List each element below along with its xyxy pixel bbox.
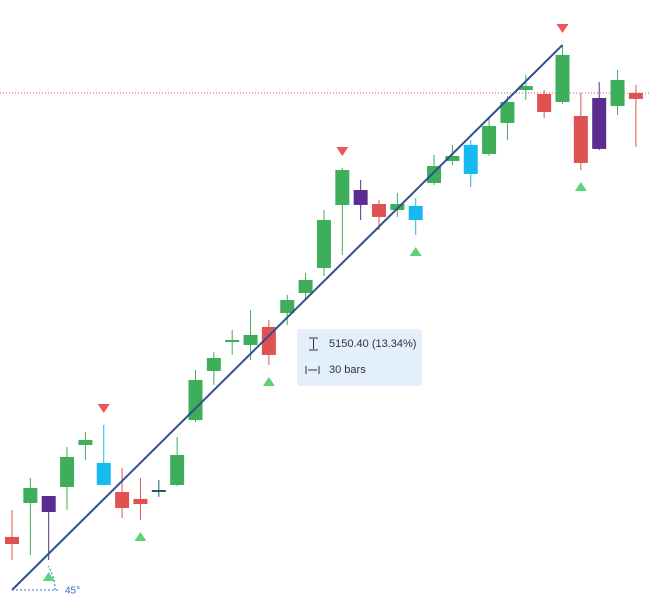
candle-body xyxy=(41,496,56,512)
candle-body xyxy=(592,98,607,149)
candle-body xyxy=(78,440,93,445)
candle-body xyxy=(628,92,643,99)
candle-body xyxy=(390,204,405,210)
signal-up xyxy=(262,376,275,386)
candle-body xyxy=(188,380,203,420)
candle-body xyxy=(151,490,166,492)
candle-body xyxy=(518,86,533,90)
candle-body xyxy=(408,206,423,220)
angle-arc xyxy=(47,565,56,591)
candle-body xyxy=(243,334,258,345)
candle-body xyxy=(500,102,515,123)
signal-up xyxy=(574,182,587,191)
candle-body xyxy=(170,454,185,485)
height-icon xyxy=(309,337,318,351)
candle-body xyxy=(280,300,295,313)
candle-body xyxy=(115,492,130,508)
candle-body xyxy=(573,116,588,163)
candle-body xyxy=(463,144,478,174)
candle-body xyxy=(5,536,19,544)
candle-body xyxy=(335,170,350,205)
bars-icon xyxy=(305,366,320,374)
signal-down xyxy=(556,23,569,33)
signal-up xyxy=(134,532,147,541)
candle-body xyxy=(60,456,75,487)
signal-up xyxy=(409,246,422,256)
candle-body xyxy=(316,220,331,268)
candle-body xyxy=(96,462,111,485)
candle-body xyxy=(206,358,221,371)
signal-up xyxy=(42,572,55,581)
candle-body xyxy=(133,498,148,504)
candle-body xyxy=(427,166,442,183)
candle-body xyxy=(610,80,625,106)
candle-body xyxy=(445,156,460,161)
measure-bars: 30 bars xyxy=(329,364,366,376)
signal-down xyxy=(336,147,349,156)
candle-body xyxy=(23,488,38,503)
candle-body xyxy=(225,340,240,342)
candle-body xyxy=(555,54,570,102)
angle-label: 45° xyxy=(65,586,80,597)
candle-body xyxy=(261,326,276,355)
candle-body xyxy=(537,94,552,112)
candle-body xyxy=(298,280,313,293)
measure-tooltip: 5150.40 (13.34%) 30 bars xyxy=(297,329,422,386)
measure-change: 5150.40 (13.34%) xyxy=(329,338,416,350)
candle-body xyxy=(482,126,497,154)
candle-body xyxy=(372,204,386,217)
tooltip-box xyxy=(297,329,422,386)
candle-body xyxy=(353,190,368,205)
signal-down xyxy=(97,403,110,413)
trend-line xyxy=(11,44,564,591)
